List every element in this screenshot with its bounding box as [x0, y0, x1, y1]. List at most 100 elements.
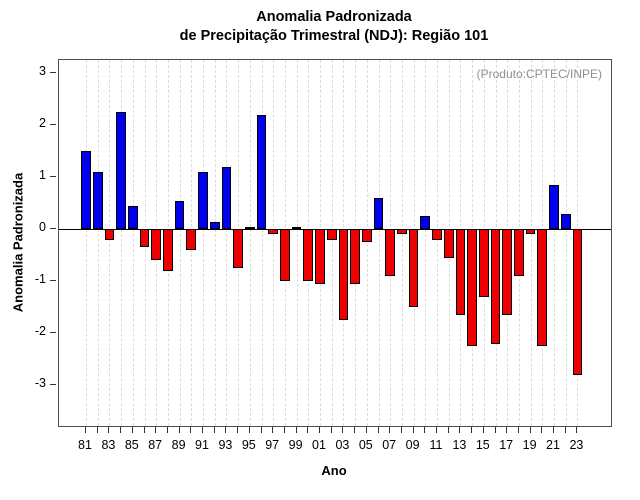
x-tick-label-89: 89: [171, 438, 186, 452]
x-tick-label-81: 81: [78, 438, 92, 452]
x-tick-1986: [143, 427, 145, 433]
x-tick-2002: [330, 427, 332, 433]
grid-line-1983: [109, 60, 111, 426]
y-tick-label-1: 1: [39, 168, 46, 183]
x-tick-1988: [166, 427, 168, 433]
bar-2002: [326, 229, 337, 240]
x-tick-label-95: 95: [241, 438, 256, 452]
x-tick-2013: [459, 427, 461, 433]
y-tick--2: [50, 332, 56, 334]
x-tick-label-17: 17: [499, 438, 514, 452]
grid-line-1991: [203, 60, 204, 426]
x-tick-1989: [178, 427, 180, 433]
grid-line-2011: [437, 60, 438, 426]
x-tick-2018: [517, 427, 519, 433]
grid-line-2005: [366, 60, 368, 426]
chart-title: Anomalia Padronizada de Precipitação Tri…: [58, 8, 610, 46]
x-tick-2020: [541, 427, 543, 433]
y-tick-label-0: 0: [39, 220, 46, 235]
y-tick-label-2: 2: [39, 116, 46, 131]
chart-title-line1: Anomalia Padronizada: [256, 9, 412, 25]
x-tick-2001: [319, 427, 320, 433]
bar-2007: [385, 229, 396, 277]
x-axis-label: Ano: [321, 463, 347, 478]
x-tick-2021: [553, 427, 554, 433]
y-tick-label--1: -1: [34, 272, 46, 287]
y-tick-label--3: -3: [34, 376, 46, 391]
bar-1984: [116, 112, 126, 230]
x-tick-1991: [202, 427, 203, 433]
x-tick-1987: [155, 427, 157, 433]
x-tick-label-09: 09: [405, 438, 420, 452]
chart-title-line2: de Precipitação Trimestral (NDJ): Região…: [179, 28, 489, 44]
x-tick-2019: [529, 427, 531, 433]
x-tick-1985: [131, 427, 133, 433]
bar-2012: [443, 229, 454, 258]
bar-1994: [233, 229, 243, 269]
y-tick-label-3: 3: [39, 64, 46, 79]
grid-line-2021: [554, 60, 555, 426]
x-tick-label-83: 83: [101, 438, 116, 452]
x-tick-label-93: 93: [218, 438, 233, 452]
y-tick-1: [50, 176, 56, 178]
grid-line-2002: [331, 60, 333, 426]
bar-2001: [315, 229, 325, 284]
grid-line-1995: [249, 60, 251, 426]
x-tick-label-03: 03: [335, 438, 350, 452]
bar-2021: [549, 185, 559, 230]
bar-2010: [420, 216, 431, 230]
x-tick-2022: [564, 427, 566, 433]
x-tick-label-19: 19: [522, 438, 537, 452]
x-tick-label-97: 97: [265, 438, 280, 452]
grid-line-1982: [97, 60, 99, 426]
x-tick-2005: [365, 427, 367, 433]
x-tick-1981: [85, 427, 86, 433]
bar-2017: [502, 229, 513, 316]
bar-1988: [163, 229, 173, 271]
x-tick-2003: [342, 427, 344, 433]
x-tick-1996: [260, 427, 262, 433]
x-tick-label-23: 23: [569, 438, 584, 452]
bar-1991: [198, 172, 208, 230]
bar-2020: [537, 229, 548, 347]
bar-2006: [373, 198, 384, 230]
x-tick-2008: [400, 427, 402, 433]
x-tick-1995: [248, 427, 250, 433]
bar-1986: [139, 229, 150, 248]
x-tick-2010: [424, 427, 426, 433]
x-tick-label-21: 21: [546, 438, 560, 452]
bar-1996: [256, 114, 267, 230]
source-annotation: (Produto:CPTEC/INPE): [476, 67, 602, 81]
grid-line-2019: [530, 60, 532, 426]
bar-1982: [92, 172, 103, 230]
x-tick-label-11: 11: [429, 438, 443, 452]
bar-2009: [408, 229, 419, 308]
bar-2013: [455, 229, 466, 316]
x-tick-2006: [377, 427, 379, 433]
bar-2003: [338, 229, 349, 321]
y-tick-label--2: -2: [34, 324, 46, 339]
bar-2011: [432, 229, 442, 240]
x-tick-label-07: 07: [382, 438, 397, 452]
bar-1981: [81, 151, 91, 230]
x-tick-1982: [96, 427, 98, 433]
grid-line-2008: [401, 60, 403, 426]
x-tick-2023: [576, 427, 578, 433]
x-tick-2000: [307, 427, 309, 433]
x-tick-1994: [237, 427, 239, 433]
bar-2005: [361, 229, 372, 243]
bar-2015: [478, 229, 489, 297]
zero-axis-line: [59, 229, 611, 231]
x-tick-1993: [225, 427, 227, 433]
bar-1989: [174, 200, 185, 230]
grid-line-2022: [565, 60, 567, 426]
bar-2000: [303, 229, 314, 282]
x-tick-label-05: 05: [358, 438, 373, 452]
grid-line-1984: [121, 60, 123, 426]
bar-1990: [186, 229, 197, 251]
bar-2016: [490, 229, 501, 344]
x-tick-label-15: 15: [475, 438, 490, 452]
x-tick-1992: [213, 427, 215, 433]
grid-line-2006: [378, 60, 380, 426]
